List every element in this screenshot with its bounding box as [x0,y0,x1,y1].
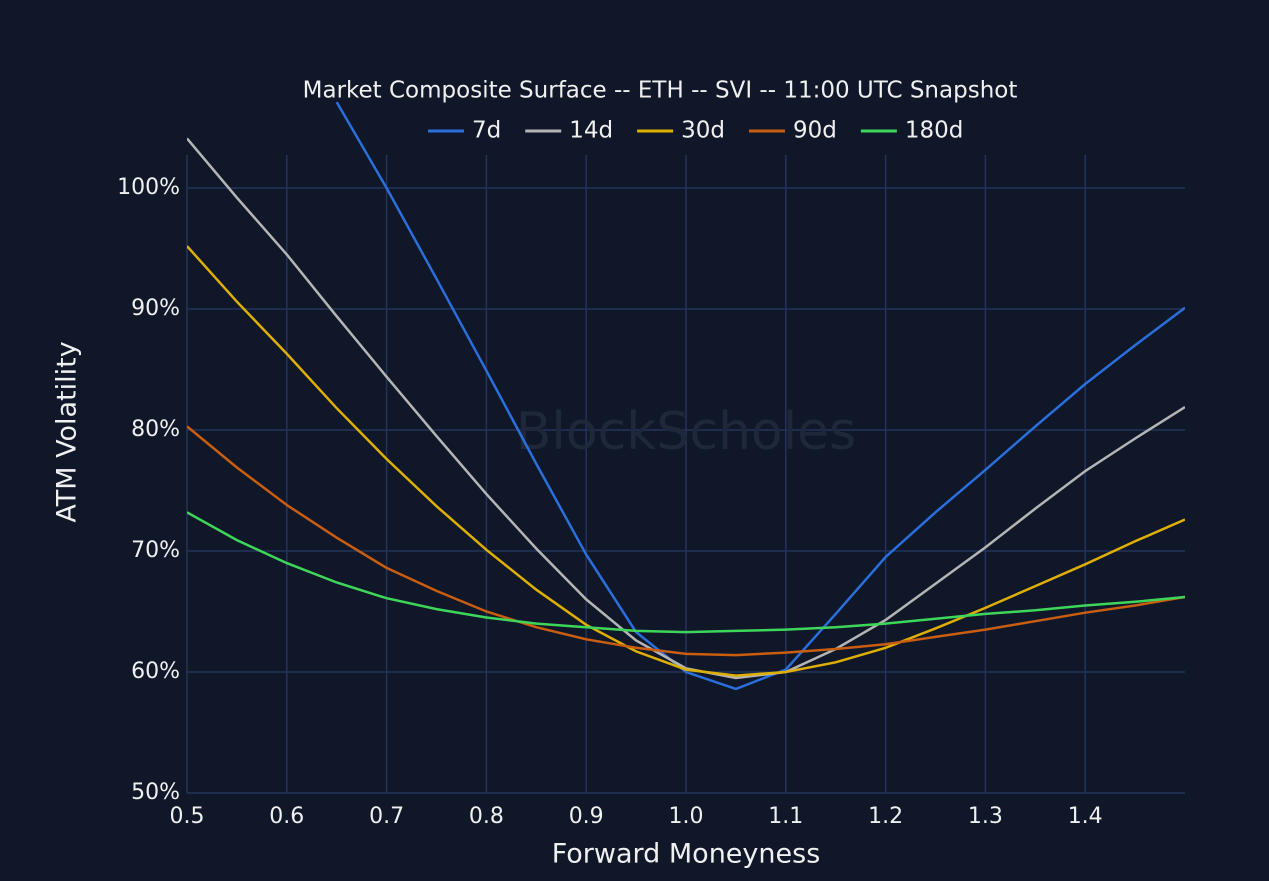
x-tick-label: 0.7 [369,804,404,829]
y-axis-title: ATM Volatility [52,341,83,522]
x-tick-label: 1.2 [868,804,903,829]
legend-label: 7d [472,118,501,144]
x-tick-label: 0.9 [569,804,604,829]
series-line [187,425,1185,657]
series-line [187,511,1185,634]
y-tick-label: 80% [131,417,180,442]
chart-title: Market Composite Surface -- ETH -- SVI -… [303,78,1018,104]
watermark: BlockScholes [516,402,857,462]
x-tick-label: 1.4 [1068,804,1103,829]
x-tick-label: 1.3 [968,804,1003,829]
x-tick-label: 0.6 [269,804,304,829]
y-tick-label: 70% [131,538,180,563]
x-tick-label: 0.8 [469,804,504,829]
legend-label: 14d [569,118,613,144]
lines [187,101,1185,691]
y-tick-label: 90% [131,296,180,321]
legend-label: 90d [793,118,837,144]
series-line [187,245,1185,677]
x-axis-title: Forward Moneyness [552,839,821,870]
legend-label: 30d [681,118,725,144]
x-tick-label: 1.0 [669,804,704,829]
y-tick-label: 100% [117,175,180,200]
x-tick-label: 0.5 [170,804,205,829]
legend-label: 180d [905,118,964,144]
series-line [335,101,1185,691]
x-tick-label: 1.1 [768,804,803,829]
legend: 7d 14d 30d 90d 180d [428,118,963,144]
y-tick-label: 60% [131,659,180,684]
y-tick-label: 50% [131,780,180,805]
